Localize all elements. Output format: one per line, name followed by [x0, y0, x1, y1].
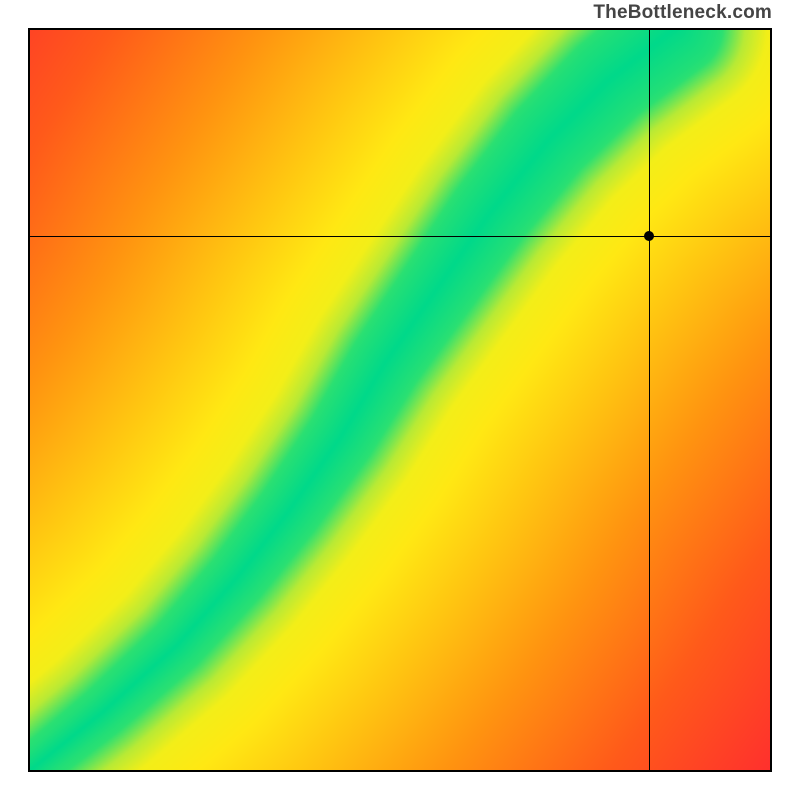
watermark-text: TheBottleneck.com — [593, 2, 772, 24]
crosshair-dot — [644, 231, 654, 241]
crosshair-vertical-line — [649, 28, 650, 772]
crosshair-horizontal-line — [28, 236, 772, 237]
heatmap-canvas — [28, 28, 772, 772]
bottleneck-heatmap — [28, 28, 772, 772]
